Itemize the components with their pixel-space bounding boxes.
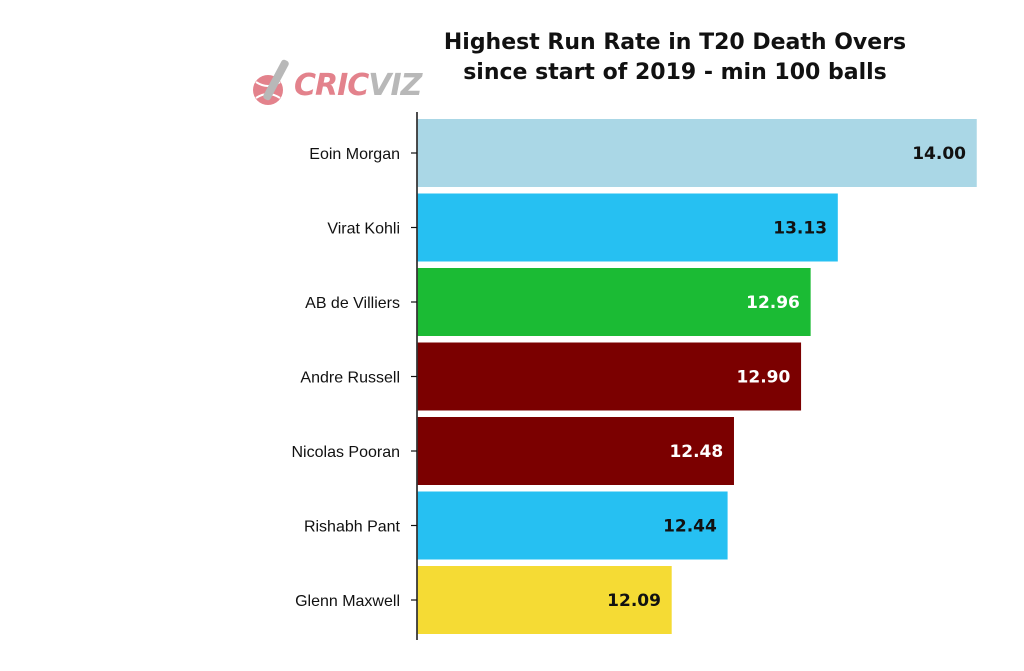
y-tick-label: Nicolas Pooran xyxy=(292,444,401,461)
logo-text-cric: CRIC xyxy=(294,68,369,103)
bar-value-label: 12.48 xyxy=(669,442,723,462)
bar xyxy=(417,417,734,485)
y-axis-group: Eoin Morgan Virat Kohli AB de Villiers Andr… xyxy=(292,112,418,640)
bar-value-label: 14.00 xyxy=(912,144,966,164)
chart-title: Highest Run Rate in T20 Death Overs sinc… xyxy=(380,28,970,88)
bars-group: 14.00 13.13 12.96 12.90 12.48 12.44 12.09 xyxy=(417,119,977,634)
y-tick-label: Eoin Morgan xyxy=(309,146,400,163)
bar xyxy=(417,491,728,560)
y-tick-label: Glenn Maxwell xyxy=(295,593,400,610)
bar xyxy=(417,119,977,187)
bar-value-label: 12.44 xyxy=(663,517,717,537)
chart-title-line-2: since start of 2019 - min 100 balls xyxy=(463,60,887,85)
bar xyxy=(417,566,672,634)
bar xyxy=(417,268,811,336)
bar-value-label: 12.09 xyxy=(607,591,661,611)
chart-title-line-1: Highest Run Rate in T20 Death Overs xyxy=(443,30,907,55)
y-tick-label: AB de Villiers xyxy=(305,295,400,312)
y-tick-label: Andre Russell xyxy=(300,370,400,387)
logo-wordmark: CRICVIZ xyxy=(294,68,422,103)
bar xyxy=(417,193,838,262)
logo-text-viz: VIZ xyxy=(368,68,422,103)
y-tick-label: Virat Kohli xyxy=(327,221,400,238)
cricket-bat-ball-icon xyxy=(253,59,289,105)
y-tick-label: Rishabh Pant xyxy=(304,519,401,536)
bar-value-label: 12.96 xyxy=(746,293,800,313)
bar-value-label: 12.90 xyxy=(737,368,791,388)
bar xyxy=(417,342,802,411)
cricviz-logo: CRICVIZ xyxy=(248,56,422,116)
bar-value-label: 13.13 xyxy=(773,219,827,239)
